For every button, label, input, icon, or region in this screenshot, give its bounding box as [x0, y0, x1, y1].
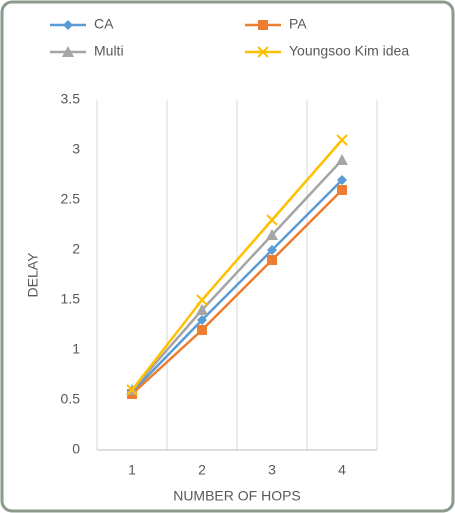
marker — [196, 304, 208, 315]
x-tick-label: 4 — [338, 462, 346, 478]
y-tick-label: 1.5 — [61, 291, 81, 307]
x-tick-label: 2 — [198, 462, 206, 478]
marker — [266, 229, 278, 240]
y-tick-label: 2 — [72, 241, 80, 257]
marker — [336, 154, 348, 165]
series-line — [131, 179, 343, 393]
marker — [257, 46, 269, 58]
marker — [337, 185, 347, 195]
legend-label: Multi — [94, 43, 124, 59]
series-line — [131, 189, 343, 395]
marker — [336, 134, 348, 146]
x-axis-title: NUMBER OF HOPS — [173, 488, 301, 504]
marker — [267, 255, 277, 265]
marker — [337, 175, 347, 185]
x-tick-label: 1 — [128, 462, 136, 478]
x-tick-label: 3 — [268, 462, 276, 478]
marker — [266, 214, 278, 226]
y-tick-label: 0.5 — [61, 391, 81, 407]
marker — [197, 315, 207, 325]
y-tick-label: 3 — [72, 141, 80, 157]
y-tick-label: 3.5 — [61, 91, 81, 107]
legend-label: CA — [94, 16, 114, 32]
marker — [267, 245, 277, 255]
y-tick-label: 2.5 — [61, 191, 81, 207]
legend-label: Youngsoo Kim idea — [289, 43, 409, 59]
marker — [197, 325, 207, 335]
y-tick-label: 0 — [72, 441, 80, 457]
marker — [62, 46, 74, 57]
marker — [258, 20, 268, 30]
series-line — [131, 139, 343, 391]
legend-label: PA — [289, 16, 307, 32]
series-line — [131, 159, 343, 391]
marker — [196, 294, 208, 306]
y-axis-title: DELAY — [25, 252, 41, 298]
marker — [126, 384, 138, 396]
marker — [63, 20, 73, 30]
y-tick-label: 1 — [72, 341, 80, 357]
